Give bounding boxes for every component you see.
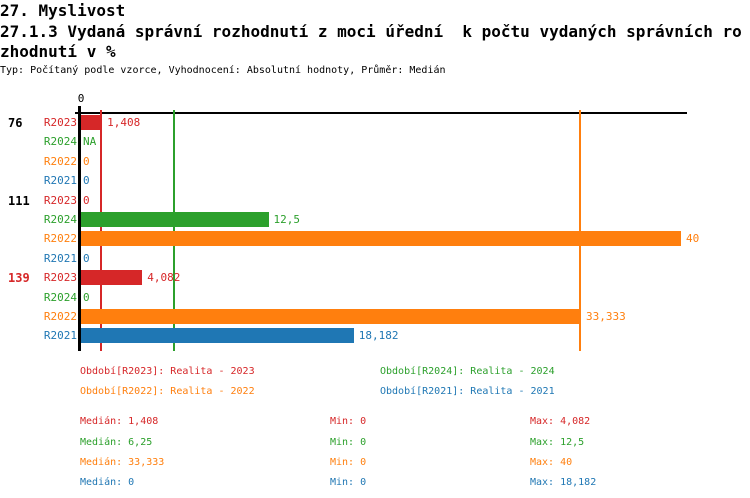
axis-line-vertical xyxy=(78,106,81,351)
stat-max-r2023: Max: 4,082 xyxy=(530,416,591,427)
value-label: 0 xyxy=(83,174,90,188)
bar-r2022 xyxy=(81,231,681,247)
indicator-meta: Typ: Počítaný podle vzorce, Vyhodnocení:… xyxy=(0,65,446,76)
median-line-r2023 xyxy=(100,110,103,351)
median-line-r2024 xyxy=(172,110,175,351)
bar-r2023 xyxy=(81,270,143,286)
value-label: 33,333 xyxy=(585,310,626,323)
indicator-title: 27.1.3 Vydaná správní rozhodnutí z moci … xyxy=(0,22,742,61)
value-label: 0 xyxy=(83,251,90,265)
value-label: 0 xyxy=(83,290,90,304)
stat-median-r2023: Medián: 1,408 xyxy=(80,416,159,427)
stat-min-r2022: Min: 0 xyxy=(330,457,367,468)
stat-min-r2024: Min: 0 xyxy=(330,437,367,448)
series-label: R2022 xyxy=(43,310,77,323)
value-label: 0 xyxy=(83,193,90,207)
bar-r2021 xyxy=(81,328,354,344)
series-label: R2021 xyxy=(43,174,77,188)
group-id-label: 111 xyxy=(8,193,30,208)
value-label: 18,182 xyxy=(358,329,399,343)
value-label: 1,408 xyxy=(107,116,141,129)
series-label: R2021 xyxy=(43,251,77,265)
legend-item-r2021: Období[R2021]: Realita - 2021 xyxy=(380,386,555,397)
legend-item-r2024: Období[R2024]: Realita - 2024 xyxy=(380,366,555,377)
value-label: NA xyxy=(83,135,97,149)
stat-max-r2022: Max: 40 xyxy=(530,457,573,468)
group-id-label: 76 xyxy=(8,116,23,130)
series-label: R2024 xyxy=(43,135,77,149)
series-label: R2023 xyxy=(43,193,77,207)
axis-line-horizontal xyxy=(75,112,687,114)
stat-min-r2023: Min: 0 xyxy=(330,416,367,427)
series-label: R2022 xyxy=(43,232,77,246)
series-label: R2022 xyxy=(43,154,77,168)
legend-item-r2023: Období[R2023]: Realita - 2023 xyxy=(80,366,255,377)
series-label: R2023 xyxy=(43,271,77,285)
value-label: 12,5 xyxy=(273,213,301,226)
series-label: R2023 xyxy=(43,116,77,129)
axis-tick-zero-label: 0 xyxy=(77,92,85,105)
median-line-r2022 xyxy=(578,110,581,351)
series-label: R2021 xyxy=(43,329,77,343)
value-label: 4,082 xyxy=(147,271,181,285)
value-label: 40 xyxy=(686,232,700,246)
page-title: 27. Myslivost xyxy=(0,1,126,20)
bar-r2023 xyxy=(81,115,103,130)
legend-item-r2022: Období[R2022]: Realita - 2022 xyxy=(80,386,255,397)
stat-min-r2021: Min: 0 xyxy=(330,477,367,488)
value-label: 0 xyxy=(83,154,90,168)
stat-max-r2024: Max: 12,5 xyxy=(530,437,585,448)
group-id-label: 139 xyxy=(8,271,30,286)
bar-r2024 xyxy=(81,212,269,227)
bar-r2022 xyxy=(81,309,581,324)
series-label: R2024 xyxy=(43,213,77,226)
series-label: R2024 xyxy=(43,290,77,304)
stat-median-r2024: Medián: 6,25 xyxy=(80,437,153,448)
stat-max-r2021: Max: 18,182 xyxy=(530,477,597,488)
stat-median-r2021: Medián: 0 xyxy=(80,477,135,488)
stat-median-r2022: Medián: 33,333 xyxy=(80,457,165,468)
